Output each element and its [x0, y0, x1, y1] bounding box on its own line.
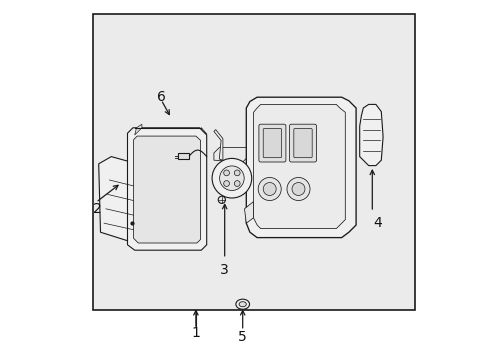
Text: 2: 2 — [92, 202, 101, 216]
FancyBboxPatch shape — [178, 153, 189, 159]
Text: 5: 5 — [238, 330, 246, 343]
Ellipse shape — [239, 302, 246, 307]
Text: 1: 1 — [191, 326, 200, 340]
Polygon shape — [253, 104, 345, 229]
Circle shape — [218, 196, 225, 203]
Circle shape — [219, 166, 244, 190]
Circle shape — [234, 170, 240, 176]
Bar — [93, 14, 415, 310]
Polygon shape — [244, 202, 253, 223]
Polygon shape — [213, 130, 223, 160]
Polygon shape — [127, 128, 206, 250]
Polygon shape — [133, 136, 200, 243]
FancyBboxPatch shape — [263, 129, 281, 158]
Polygon shape — [134, 124, 142, 135]
Circle shape — [223, 181, 229, 186]
Circle shape — [258, 177, 281, 201]
Text: 3: 3 — [220, 263, 228, 277]
Circle shape — [212, 158, 251, 198]
Polygon shape — [359, 104, 382, 166]
Circle shape — [234, 181, 240, 186]
Polygon shape — [99, 157, 143, 243]
Circle shape — [263, 183, 276, 195]
Ellipse shape — [235, 299, 249, 309]
Circle shape — [286, 177, 309, 201]
Circle shape — [291, 183, 305, 195]
FancyBboxPatch shape — [289, 124, 316, 162]
Circle shape — [223, 170, 229, 176]
Text: 4: 4 — [372, 216, 381, 230]
Polygon shape — [246, 97, 355, 238]
FancyBboxPatch shape — [293, 129, 311, 158]
Polygon shape — [213, 148, 247, 162]
FancyBboxPatch shape — [258, 124, 285, 162]
Text: 6: 6 — [157, 90, 166, 104]
